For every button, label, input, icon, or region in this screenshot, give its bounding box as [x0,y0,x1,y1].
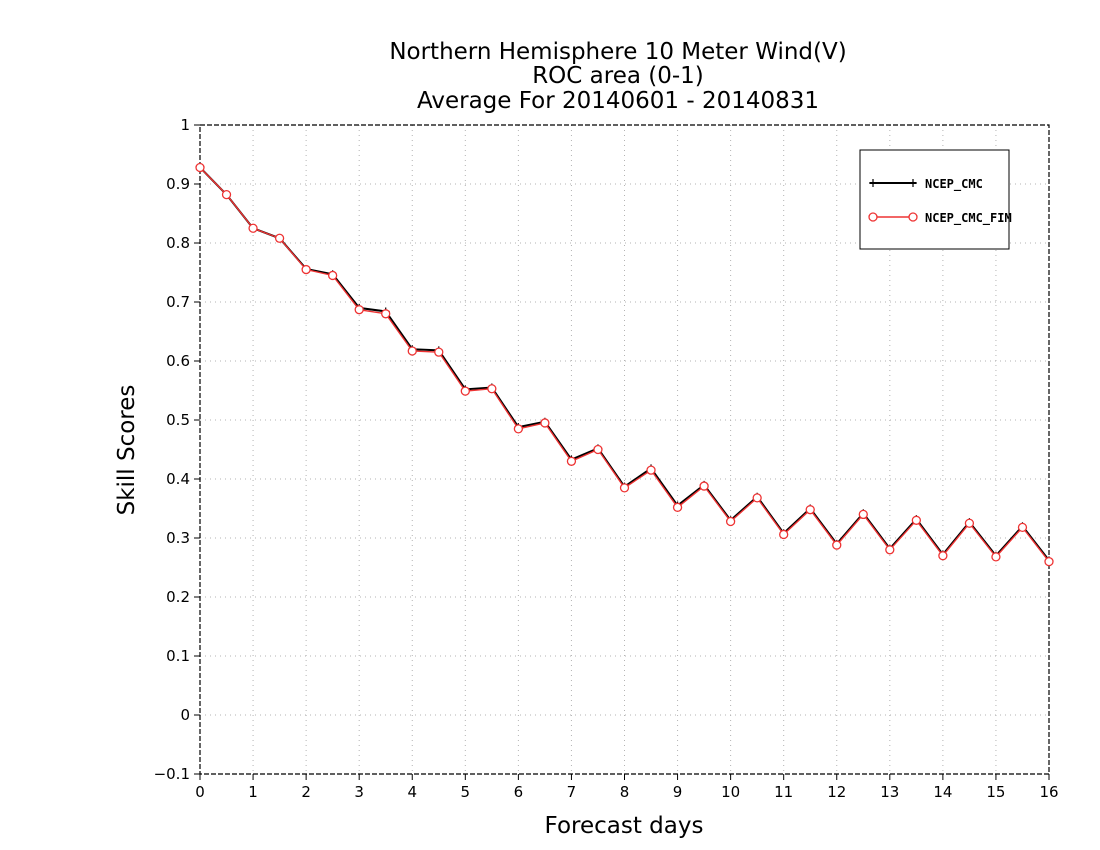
data-point [328,270,338,281]
legend-item: NCEP_CMC_FIM [868,211,1012,226]
data-point [221,189,232,200]
data-point [274,233,285,243]
legend-marker [908,212,918,222]
x-tick-label: 12 [827,783,846,801]
y-tick-label: 0.7 [166,293,190,311]
data-point [593,444,603,455]
data-point [858,509,868,520]
data-point [646,465,656,475]
data-point [779,529,789,540]
data-point [540,418,550,428]
y-tick-label: 0.4 [166,470,190,488]
data-point [460,386,470,396]
grid [200,125,1049,774]
y-tick-label: 0 [180,706,190,724]
x-tick-label: 10 [721,783,740,801]
legend-marker [868,212,878,222]
data-point [301,264,311,275]
data-point [407,346,417,356]
x-tick-label: 4 [407,783,417,801]
x-tick-label: 9 [673,783,683,801]
y-tick-label: 1 [180,116,190,134]
data-point [672,502,683,512]
chart-title: Northern Hemisphere 10 Meter Wind(V) ROC… [389,39,846,114]
x-tick-label: 3 [354,783,364,801]
x-axis-label: Forecast days [545,813,704,839]
x-tick-label: 13 [880,783,899,801]
data-point [434,347,444,357]
x-tick-label: 7 [567,783,577,801]
data-point [938,551,948,561]
data-point [1044,556,1054,567]
legend: NCEP_CMC NCEP_CMC_FIM [859,149,1012,250]
data-point [752,493,762,503]
data-point [725,516,736,527]
y-tick-label: 0.9 [166,175,190,193]
chart-title-line-2: ROC area (0-1) [532,63,704,89]
x-tick-label: 2 [301,783,311,801]
legend-marker [869,179,877,187]
y-axis-label: Skill Scores [114,385,140,516]
chart-title-line-1: Northern Hemisphere 10 Meter Wind(V) [389,39,846,65]
x-tick-label: 15 [986,783,1005,801]
data-point [991,552,1001,562]
legend-box [859,149,1010,250]
y-tick-label: 0.2 [166,588,190,606]
y-tick-label: 0.8 [166,234,190,252]
x-tick-label: 0 [195,783,205,801]
x-tick-label: 1 [248,783,258,801]
data-point [354,305,364,315]
series-layer [195,162,1054,567]
x-tick-label: 11 [774,783,793,801]
data-point [805,505,815,515]
data-point [195,162,205,173]
data-point [832,540,842,550]
chart-title-line-3: Average For 20140601 - 20140831 [417,88,819,114]
data-point [487,384,497,394]
data-point [513,424,524,434]
data-point [964,518,975,528]
data-point [381,309,391,319]
x-tick-label: 16 [1039,783,1058,801]
x-tick-label: 6 [514,783,524,801]
legend-label: NCEP_CMC [925,177,983,192]
data-point [699,481,709,491]
y-tick-label: −0.1 [154,765,190,783]
y-tick-label: 0.1 [166,647,190,665]
data-point [1017,522,1028,533]
data-point [619,483,630,493]
x-tick-label: 14 [933,783,952,801]
data-point [911,515,921,525]
legend-label: NCEP_CMC_FIM [925,211,1012,226]
series-ncep-cmc-fim [195,162,1054,567]
x-tick-label: 8 [620,783,630,801]
data-point [566,456,577,466]
legend-marker [909,179,917,187]
x-tick-label: 5 [461,783,471,801]
data-point [885,545,895,555]
y-tick-label: 0.5 [166,411,190,429]
axis-ticks: 0 1 2 3 4 5 6 7 8 9 10 11 12 13 14 15 16−0.100.10.20.30.… [154,116,1059,801]
y-tick-label: 0.3 [166,529,190,547]
data-point [248,223,258,233]
legend-item: NCEP_CMC [869,177,983,192]
y-tick-label: 0.6 [166,352,190,370]
